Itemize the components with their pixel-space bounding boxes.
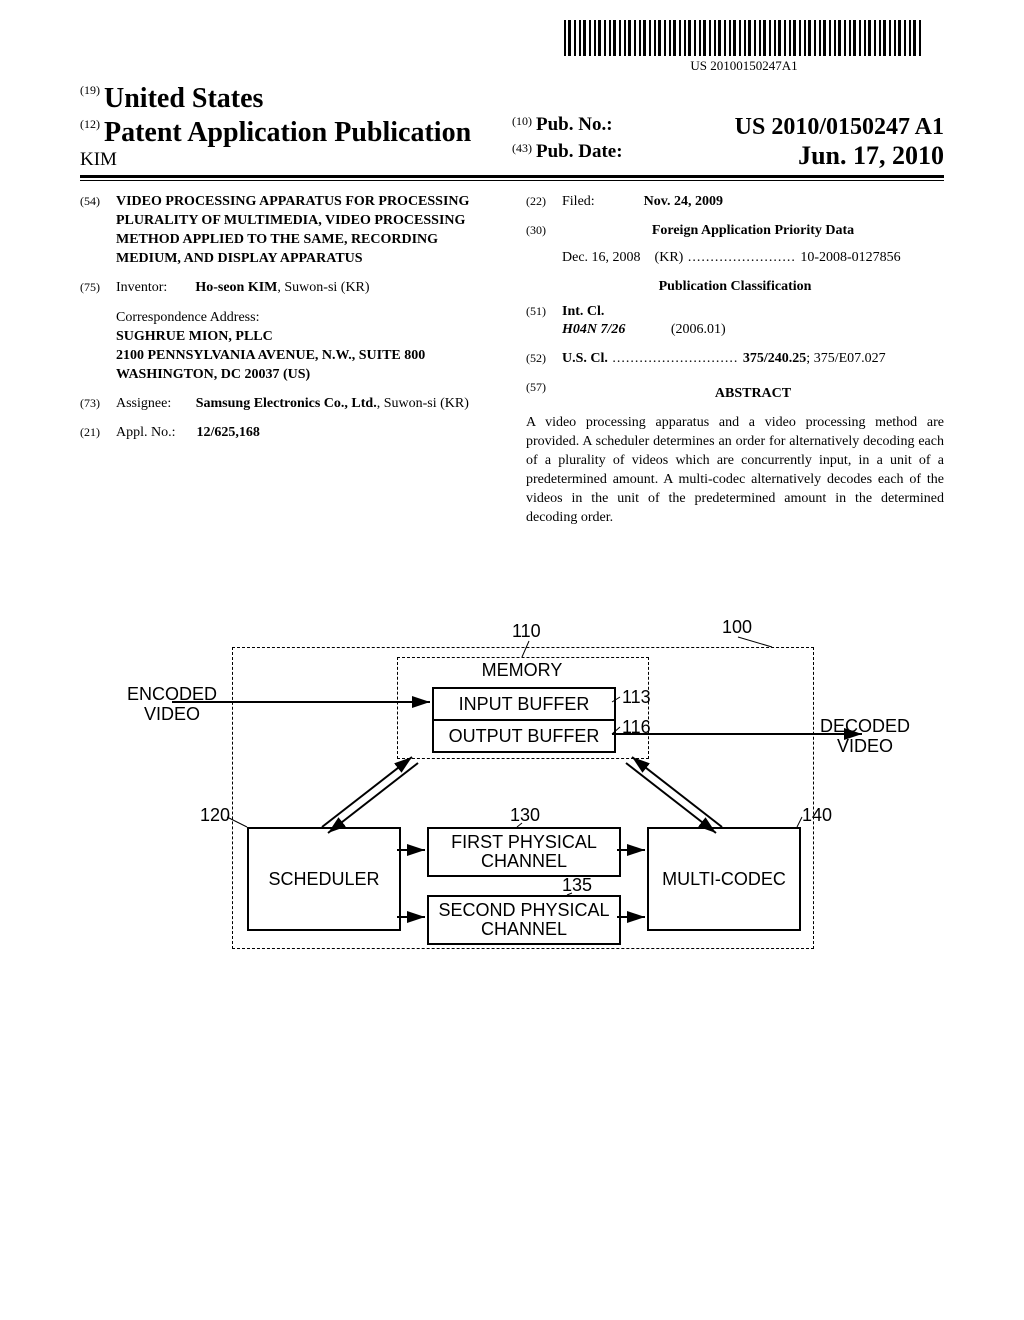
- ref-110: 110: [512, 621, 541, 642]
- foreign-num: 10-2008-0127856: [800, 250, 900, 265]
- pubclass-title: Publication Classification: [526, 278, 944, 297]
- input-buffer-label: INPUT BUFFER: [459, 695, 590, 715]
- title-code: (54): [80, 193, 116, 269]
- input-buffer-box: INPUT BUFFER: [432, 687, 616, 721]
- filed-code: (22): [526, 193, 562, 212]
- inventor-header: KIM: [80, 149, 512, 171]
- multicodec-label: MULTI-CODEC: [662, 870, 786, 890]
- right-column: (22) Filed: Nov. 24, 2009 (30) Foreign A…: [526, 193, 944, 527]
- second-channel-label: SECOND PHYSICAL CHANNEL: [438, 901, 609, 941]
- inventor-name: Ho-seon KIM: [195, 280, 277, 295]
- foreign-code: (30): [526, 222, 562, 268]
- ref-113: 113: [622, 687, 651, 708]
- barcode-section: US 20100150247A1: [80, 20, 944, 75]
- abstract-title: ABSTRACT: [562, 385, 944, 404]
- output-buffer-label: OUTPUT BUFFER: [449, 727, 600, 747]
- pubdate-code: (43): [512, 141, 532, 155]
- pubtype-code: (12): [80, 117, 100, 131]
- correspondence-line-2: 2100 PENNSYLVANIA AVENUE, N.W., SUITE 80…: [116, 347, 498, 366]
- uscl-sec: 375/E07.027: [814, 351, 886, 366]
- assignee-name: Samsung Electronics Co., Ltd.: [196, 396, 377, 411]
- uscl-dots: ............................: [608, 351, 743, 366]
- uscl-label: U.S. Cl.: [562, 351, 608, 366]
- invention-title: VIDEO PROCESSING APPARATUS FOR PROCESSIN…: [116, 193, 498, 269]
- ref-140: 140: [802, 805, 832, 826]
- uscl-main: 375/240.25: [743, 351, 806, 366]
- assignee-field: (73) Assignee: Samsung Electronics Co., …: [80, 395, 498, 414]
- first-channel-box: FIRST PHYSICAL CHANNEL: [427, 827, 621, 877]
- bibliographic-data: (54) VIDEO PROCESSING APPARATUS FOR PROC…: [80, 193, 944, 527]
- ref-100: 100: [722, 617, 752, 638]
- header-rule: [80, 180, 944, 181]
- abstract-field: (57) ABSTRACT: [526, 379, 944, 404]
- pubno: US 2010/0150247 A1: [735, 114, 944, 141]
- figure-diagram: MEMORY INPUT BUFFER OUTPUT BUFFER SCHEDU…: [122, 617, 902, 957]
- assignee-label: Assignee:: [116, 396, 171, 411]
- ref-120: 120: [200, 805, 230, 826]
- abstract-text: A video processing apparatus and a video…: [526, 414, 944, 527]
- inventor-code: (75): [80, 279, 116, 385]
- intcl-label: Int. Cl.: [562, 303, 944, 322]
- barcode-stripes: [564, 20, 924, 56]
- pubno-label: Pub. No.:: [536, 114, 613, 135]
- pubdate-label: Pub. Date:: [536, 141, 623, 162]
- barcode-text: US 20100150247A1: [564, 58, 924, 74]
- pubno-code: (10): [512, 114, 532, 128]
- applno: 12/625,168: [197, 425, 260, 440]
- abstract-code: (57): [526, 379, 562, 404]
- applno-field: (21) Appl. No.: 12/625,168: [80, 424, 498, 443]
- applno-code: (21): [80, 424, 116, 443]
- foreign-field: (30) Foreign Application Priority Data D…: [526, 222, 944, 268]
- first-channel-label: FIRST PHYSICAL CHANNEL: [451, 833, 597, 873]
- left-column: (54) VIDEO PROCESSING APPARATUS FOR PROC…: [80, 193, 498, 527]
- assignee-code: (73): [80, 395, 116, 414]
- multicodec-box: MULTI-CODEC: [647, 827, 801, 931]
- decoded-video-label: DECODED VIDEO: [820, 717, 910, 757]
- title-field: (54) VIDEO PROCESSING APPARATUS FOR PROC…: [80, 193, 498, 269]
- ref-135: 135: [562, 875, 592, 896]
- country-code: (19): [80, 83, 100, 97]
- intcl-field: (51) Int. Cl. H04N 7/26 (2006.01): [526, 303, 944, 341]
- header-left: (19) United States (12) Patent Applicati…: [80, 83, 512, 171]
- second-channel-box: SECOND PHYSICAL CHANNEL: [427, 895, 621, 945]
- inventor-field: (75) Inventor: Ho-seon KIM, Suwon-si (KR…: [80, 279, 498, 385]
- scheduler-label: SCHEDULER: [268, 870, 379, 890]
- foreign-date: Dec. 16, 2008: [562, 250, 641, 265]
- foreign-dots: ........................: [683, 250, 800, 265]
- assignee-loc: , Suwon-si (KR): [377, 396, 469, 411]
- ref-130: 130: [510, 805, 540, 826]
- correspondence-line-1: SUGHRUE MION, PLLC: [116, 328, 498, 347]
- intcl-code: (51): [526, 303, 562, 341]
- correspondence-line-3: WASHINGTON, DC 20037 (US): [116, 366, 498, 385]
- scheduler-box: SCHEDULER: [247, 827, 401, 931]
- foreign-cc: (KR): [655, 250, 684, 265]
- memory-label: MEMORY: [397, 661, 647, 681]
- correspondence-label: Correspondence Address:: [116, 309, 498, 328]
- uscl-field: (52) U.S. Cl. ..........................…: [526, 350, 944, 369]
- inventor-loc: , Suwon-si (KR): [277, 280, 369, 295]
- country: United States: [104, 83, 263, 114]
- filed-field: (22) Filed: Nov. 24, 2009: [526, 193, 944, 212]
- filed-date: Nov. 24, 2009: [644, 194, 723, 209]
- output-buffer-box: OUTPUT BUFFER: [432, 719, 616, 753]
- header: (19) United States (12) Patent Applicati…: [80, 83, 944, 178]
- encoded-video-label: ENCODED VIDEO: [122, 685, 222, 725]
- intcl-version: (2006.01): [671, 322, 726, 337]
- filed-label: Filed:: [562, 194, 595, 209]
- patent-page: US 20100150247A1 (19) United States (12)…: [0, 0, 1024, 997]
- intcl-symbol: H04N 7/26: [562, 322, 625, 337]
- pubtype: Patent Application Publication: [104, 117, 471, 148]
- foreign-title: Foreign Application Priority Data: [562, 222, 944, 241]
- header-right: (10) Pub. No.: US 2010/0150247 A1 (43) P…: [512, 114, 944, 171]
- barcode: US 20100150247A1: [564, 20, 924, 74]
- inventor-label: Inventor:: [116, 280, 167, 295]
- uscl-sep: ;: [806, 351, 813, 366]
- applno-label: Appl. No.:: [116, 425, 176, 440]
- uscl-code: (52): [526, 350, 562, 369]
- pubdate: Jun. 17, 2010: [798, 141, 944, 171]
- ref-116: 116: [622, 717, 651, 738]
